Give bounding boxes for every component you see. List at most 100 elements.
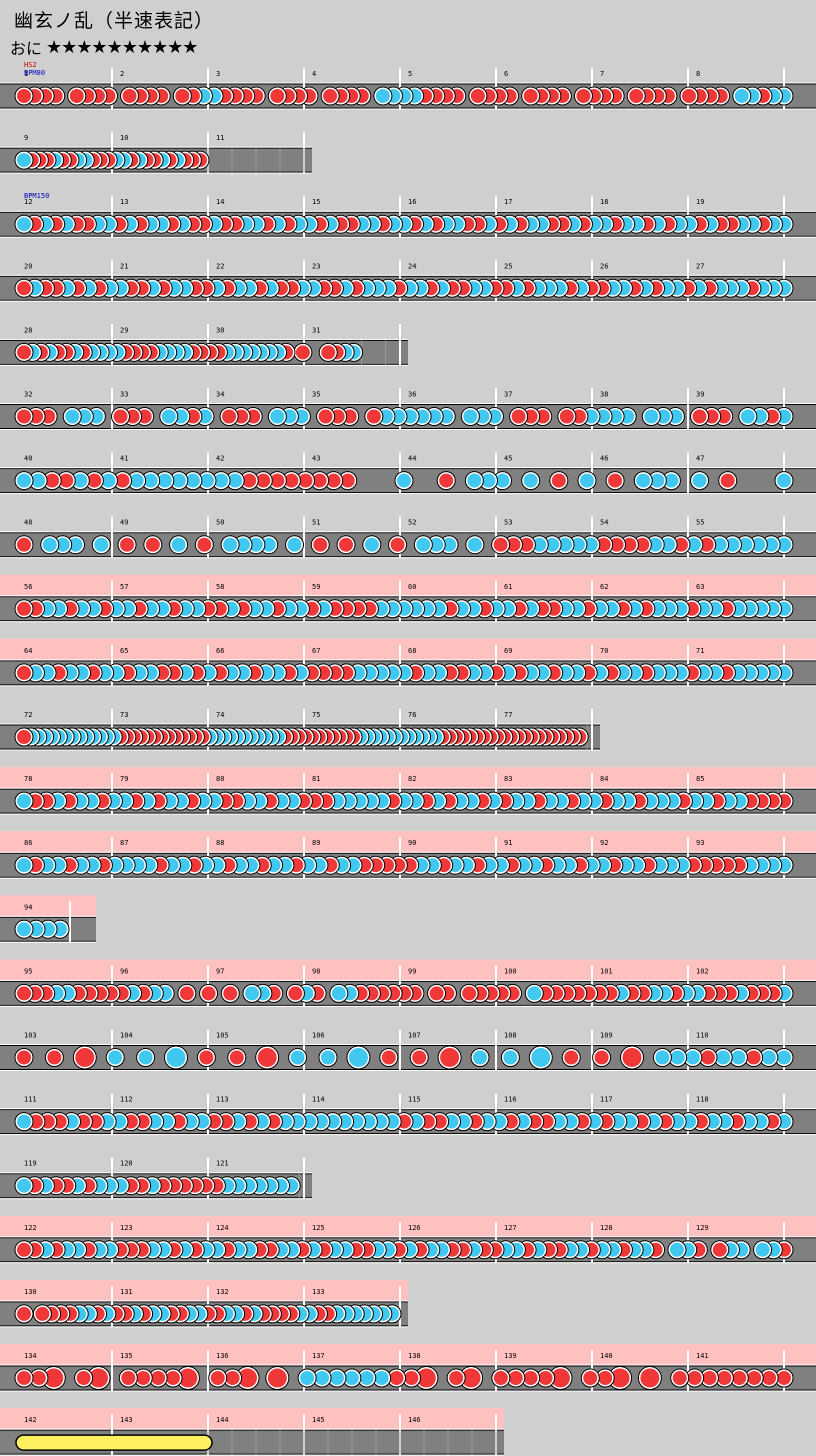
hs-label: HS2 (24, 61, 37, 69)
measure-number: 128 (600, 1224, 613, 1232)
measure-number: 14 (216, 198, 224, 206)
don-note-face (201, 986, 216, 1001)
don-note-face (576, 89, 591, 103)
ka-note-face (329, 1371, 344, 1385)
ka-note-face (42, 537, 57, 552)
don-note-face (687, 1371, 702, 1385)
gogo-band (0, 959, 816, 982)
ka-note-face (692, 473, 707, 488)
ka-note-face (416, 537, 431, 552)
measure-number: 94 (24, 903, 32, 911)
ka-note-face (731, 1050, 746, 1065)
measure-number: 77 (504, 711, 512, 719)
ka-note-face (686, 537, 701, 552)
don-note-face (321, 345, 336, 360)
don-note-face (390, 537, 405, 552)
ka-note-face (108, 1050, 123, 1065)
don-note-face (298, 473, 313, 488)
ka-note-face (661, 537, 676, 552)
ka-note-face (17, 922, 31, 937)
measure-number: 108 (504, 1032, 517, 1040)
don-note-face (313, 537, 328, 552)
measure-number: 130 (24, 1288, 37, 1296)
ka-note-face (636, 473, 651, 488)
measure-number: 129 (696, 1224, 709, 1232)
ka-note-face (17, 858, 31, 873)
ka-note-face (300, 1371, 315, 1385)
measure-number: 46 (600, 455, 608, 463)
ka-note-face (65, 409, 80, 424)
don-note-face (635, 537, 650, 552)
ka-note-face (467, 537, 482, 552)
don-note-face (199, 1050, 214, 1065)
ka-note-face (374, 1371, 389, 1385)
measure-number: 136 (216, 1352, 229, 1360)
don-note-face (115, 473, 130, 488)
ka-note-face (223, 537, 238, 552)
ka-note-face (17, 217, 31, 232)
measure-number: 117 (600, 1096, 613, 1104)
don-note-face (222, 409, 237, 424)
drumroll-note (15, 1434, 213, 1451)
ka-note-face (17, 153, 31, 168)
measure-number: 119 (24, 1160, 37, 1168)
measure-number: 1 (24, 70, 28, 78)
don-note-face (440, 1048, 460, 1067)
ka-note-face (725, 537, 740, 552)
ka-note-face (429, 537, 444, 552)
measure-number: 6 (504, 70, 508, 78)
don-note-face (461, 1368, 481, 1388)
don-note-face (17, 89, 31, 103)
measure-number: 120 (120, 1160, 133, 1168)
measure-number: 126 (408, 1224, 421, 1232)
don-note-face (701, 1050, 715, 1065)
don-note-face (288, 986, 303, 1001)
don-note-face (506, 537, 521, 552)
don-note-face (17, 281, 31, 296)
don-note-face (17, 601, 31, 616)
ka-note-face (161, 409, 176, 424)
don-note-face (340, 473, 355, 488)
measure-number: 98 (312, 967, 320, 975)
don-note-face (166, 1371, 181, 1385)
measure-number: 25 (504, 262, 512, 270)
difficulty-row: おに ★★★★★★★★★★ (10, 37, 198, 59)
measure-number: 23 (312, 262, 320, 270)
ka-note-face (261, 537, 276, 552)
ka-note-face (650, 473, 665, 488)
ka-note-face (17, 1114, 31, 1129)
don-note-face (389, 1371, 404, 1385)
don-note-face (238, 1368, 258, 1388)
measure-number: 59 (312, 583, 320, 591)
measure-number: 118 (696, 1096, 709, 1104)
don-note-face (136, 1371, 151, 1385)
don-note-face (17, 1242, 31, 1257)
don-note-face (672, 1371, 687, 1385)
measure-number: 12 (24, 198, 32, 206)
don-note-face (89, 1368, 109, 1388)
ka-note-face (670, 1050, 685, 1065)
ka-note-face (94, 537, 109, 552)
ka-note-face (669, 1242, 684, 1257)
measure-number: 19 (696, 198, 704, 206)
measure-number: 67 (312, 647, 320, 655)
don-note-face (717, 1371, 732, 1385)
don-note-face (326, 473, 341, 488)
don-note-face (523, 89, 538, 103)
gogo-band (0, 574, 816, 597)
ka-note-face (473, 1050, 487, 1065)
don-note-face (583, 1371, 598, 1385)
don-note-face (610, 1368, 630, 1388)
measure-number: 55 (696, 519, 704, 527)
measure-number: 51 (312, 519, 320, 527)
don-note-face (312, 473, 327, 488)
measure-number: 146 (408, 1416, 421, 1424)
measure-number: 121 (216, 1160, 229, 1168)
ka-note-face (348, 1048, 368, 1067)
measure-number: 144 (216, 1416, 229, 1424)
measure-number: 36 (408, 391, 416, 399)
don-note-face (122, 89, 137, 103)
ka-note-face (685, 1050, 700, 1065)
don-note-face (178, 1368, 198, 1388)
measure-number: 7 (600, 70, 604, 78)
